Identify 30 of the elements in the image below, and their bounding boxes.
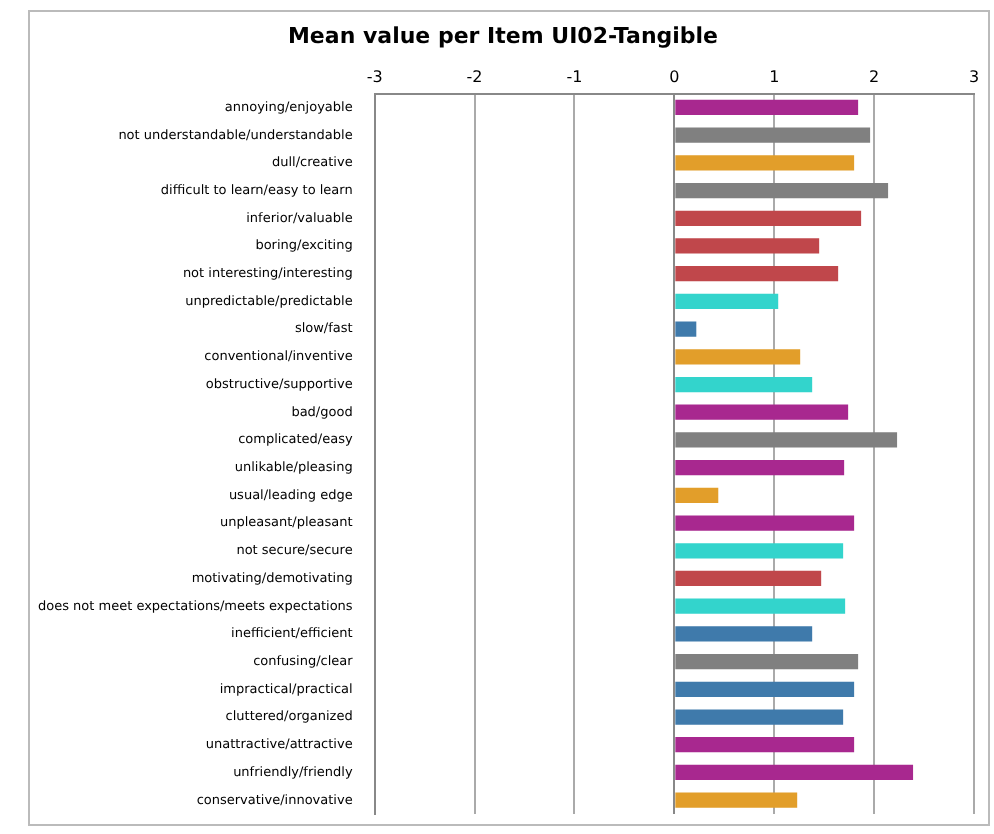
bar — [675, 764, 914, 781]
bar — [675, 238, 820, 254]
x-tick-label: -1 — [566, 68, 583, 87]
bar — [675, 155, 855, 171]
bar — [675, 210, 862, 226]
bar — [675, 598, 846, 614]
bar — [675, 543, 844, 559]
bar — [675, 626, 813, 642]
x-tick-label: -3 — [366, 68, 383, 87]
bar — [675, 460, 845, 476]
x-tick-label: 1 — [769, 68, 780, 87]
x-tick-label: 0 — [669, 68, 680, 87]
bar — [675, 99, 859, 116]
chart-title: Mean value per Item UI02-Tangible — [287, 22, 719, 49]
bar — [675, 709, 844, 725]
bar — [675, 737, 855, 753]
x-tick-label: -2 — [466, 68, 483, 87]
bar — [675, 349, 801, 365]
bar — [675, 570, 822, 587]
bar — [675, 792, 798, 808]
x-tick-label: 3 — [968, 68, 980, 87]
bar — [675, 487, 719, 503]
bar — [675, 266, 839, 282]
bar — [675, 376, 813, 393]
bar — [675, 321, 697, 337]
bar — [675, 404, 849, 420]
x-tick-label: 2 — [869, 68, 880, 87]
bar — [675, 515, 855, 531]
bar — [675, 293, 779, 310]
bar — [675, 681, 855, 697]
